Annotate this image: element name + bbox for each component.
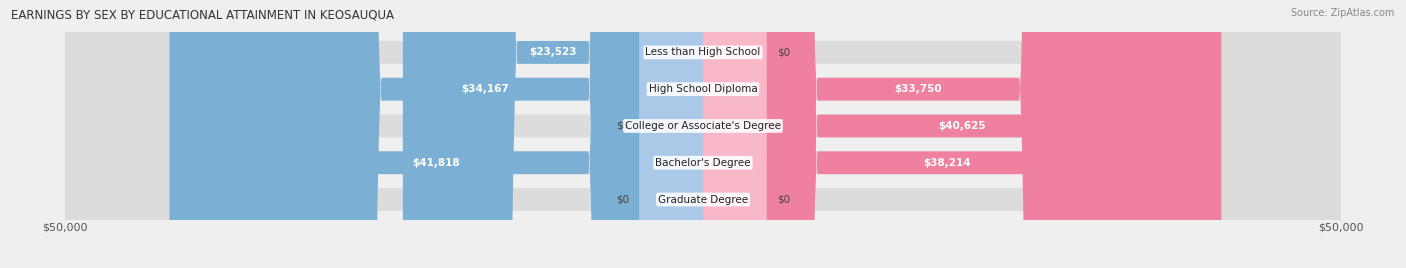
Text: $0: $0 bbox=[778, 47, 790, 57]
FancyBboxPatch shape bbox=[267, 0, 703, 268]
FancyBboxPatch shape bbox=[703, 0, 766, 268]
FancyBboxPatch shape bbox=[703, 0, 1191, 268]
Text: $33,750: $33,750 bbox=[894, 84, 942, 94]
Text: Graduate Degree: Graduate Degree bbox=[658, 195, 748, 204]
Text: $40,625: $40,625 bbox=[938, 121, 986, 131]
Text: $34,167: $34,167 bbox=[461, 84, 509, 94]
FancyBboxPatch shape bbox=[65, 0, 1341, 268]
FancyBboxPatch shape bbox=[65, 0, 1341, 268]
FancyBboxPatch shape bbox=[703, 0, 1222, 268]
FancyBboxPatch shape bbox=[65, 0, 1341, 268]
FancyBboxPatch shape bbox=[404, 0, 703, 268]
Text: $41,818: $41,818 bbox=[412, 158, 460, 168]
FancyBboxPatch shape bbox=[703, 0, 766, 268]
Text: Less than High School: Less than High School bbox=[645, 47, 761, 57]
Text: $0: $0 bbox=[616, 195, 628, 204]
Text: EARNINGS BY SEX BY EDUCATIONAL ATTAINMENT IN KEOSAUQUA: EARNINGS BY SEX BY EDUCATIONAL ATTAINMEN… bbox=[11, 8, 394, 21]
FancyBboxPatch shape bbox=[65, 0, 1341, 268]
FancyBboxPatch shape bbox=[170, 0, 703, 268]
Legend: Male, Female: Male, Female bbox=[637, 266, 769, 268]
Text: $38,214: $38,214 bbox=[922, 158, 970, 168]
FancyBboxPatch shape bbox=[65, 0, 1341, 268]
Text: Source: ZipAtlas.com: Source: ZipAtlas.com bbox=[1291, 8, 1395, 18]
Text: $23,523: $23,523 bbox=[529, 47, 576, 57]
Text: College or Associate's Degree: College or Associate's Degree bbox=[626, 121, 780, 131]
FancyBboxPatch shape bbox=[640, 0, 703, 268]
Text: $0: $0 bbox=[778, 195, 790, 204]
Text: High School Diploma: High School Diploma bbox=[648, 84, 758, 94]
FancyBboxPatch shape bbox=[640, 0, 703, 268]
Text: Bachelor's Degree: Bachelor's Degree bbox=[655, 158, 751, 168]
Text: $0: $0 bbox=[616, 121, 628, 131]
FancyBboxPatch shape bbox=[703, 0, 1133, 268]
